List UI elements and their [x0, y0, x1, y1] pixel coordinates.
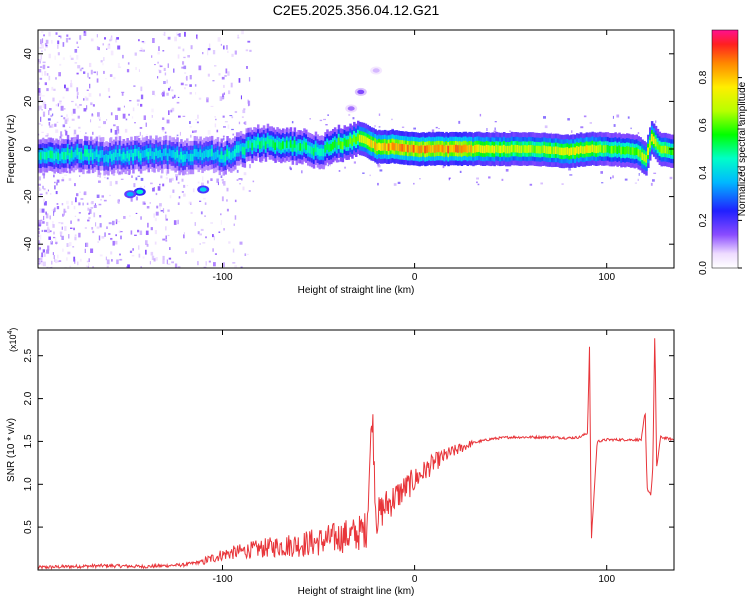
snr-scale-close: ): [8, 328, 18, 331]
y-tick-label: 2.0: [23, 391, 34, 405]
spectrogram-y-ticks: -40 -20 0 20 40: [23, 48, 674, 252]
snr-x-ticks: -100 0 100: [212, 330, 615, 585]
y-tick-label: 1.0: [23, 477, 34, 491]
colorbar-tick-label: 0.8: [698, 70, 709, 84]
spectrogram-spot-core: [372, 68, 380, 73]
spectrogram-spot-core: [136, 189, 144, 194]
snr-frame: [37, 329, 675, 571]
spectrogram-x-ticks: -100 0 100: [212, 30, 615, 283]
y-tick-label: 0: [23, 146, 34, 152]
x-tick-label: -100: [212, 574, 232, 585]
y-tick-label: -20: [23, 189, 34, 204]
colorbar-label: Normalized spectral amplitude: [737, 81, 748, 216]
snr-scale-prefix: (x10: [8, 334, 18, 352]
y-tick-label: 40: [23, 48, 34, 60]
snr-y-label: SNR (10 * v/v): [6, 418, 17, 482]
y-tick-label: -40: [23, 237, 34, 252]
colorbar: 0.0 0.2 0.4 0.6 0.8 Normalized spectral ampl…: [698, 29, 748, 275]
spectrogram-y-label: Frequency (Hz): [6, 115, 17, 184]
colorbar-tick-label: 0.4: [698, 165, 709, 179]
x-tick-label: 0: [412, 272, 418, 283]
snr-panel: -100 0 100 0.5 1.0 1.5 2.0 2.5 Height of strai…: [6, 328, 675, 597]
spectrogram-ridge: [38, 120, 674, 176]
y-tick-label: 1.5: [23, 434, 34, 448]
spectrogram-content: [38, 30, 674, 268]
colorbar-gradient: [711, 29, 739, 269]
spectrogram-spot-core: [347, 106, 355, 111]
spectrogram-spot-core: [357, 89, 365, 95]
colorbar-tick-label: 0.6: [698, 118, 709, 132]
spectrogram-spot-core: [126, 192, 134, 197]
spectrogram-panel: -100 0 100 -40 -20 0 20 40 Height of straight …: [6, 29, 675, 296]
snr-series-line: [38, 338, 674, 570]
spectrogram-x-label: Height of straight line (km): [298, 285, 415, 296]
snr-y-ticks: 0.5 1.0 1.5 2.0 2.5: [23, 348, 674, 534]
spectrogram-spot-core: [199, 187, 207, 192]
x-tick-label: -100: [212, 272, 232, 283]
snr-x-label: Height of straight line (km): [298, 586, 415, 597]
svg-text:(x104): (x104): [7, 328, 18, 352]
spectrogram-spots: [124, 66, 383, 199]
colorbar-tick-label: 0.2: [698, 213, 709, 227]
y-tick-label: 0.5: [23, 520, 34, 534]
x-tick-label: 100: [598, 574, 615, 585]
colorbar-tick-label: 0.0: [698, 261, 709, 275]
x-tick-label: 100: [598, 272, 615, 283]
snr-scale-exponent: 4: [7, 330, 14, 334]
y-tick-label: 2.5: [23, 348, 34, 362]
x-tick-label: 0: [412, 574, 418, 585]
y-tick-label: 20: [23, 95, 34, 107]
chart-title: C2E5.2025.356.04.12.G21: [273, 2, 440, 18]
colorbar-ticks: 0.0 0.2 0.4 0.6 0.8: [698, 70, 742, 275]
snr-scale-label: (x104): [7, 328, 18, 352]
